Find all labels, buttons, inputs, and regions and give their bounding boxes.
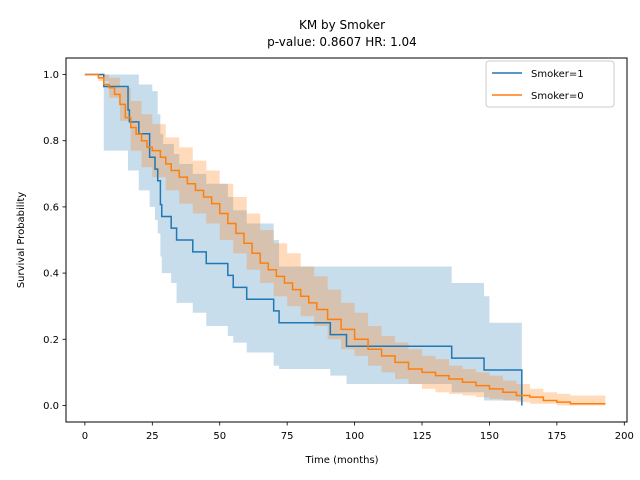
- x-tick-label: 25: [146, 431, 159, 442]
- x-tick-label: 125: [412, 431, 431, 442]
- confidence-bands: [84, 74, 606, 406]
- y-axis-label: Survival Probability: [16, 192, 27, 288]
- y-axis-ticks: 0.0 0.2 0.4 0.6 0.8 1.0: [43, 70, 66, 412]
- survival-line-smoker-0: [84, 73, 606, 405]
- survival-curves: [84, 73, 606, 406]
- legend-label-smoker-1: Smoker=1: [531, 69, 584, 80]
- y-tick-label: 0.0: [43, 401, 59, 412]
- x-tick-label: 150: [480, 431, 499, 442]
- ci-band-smoker-0: [84, 74, 606, 406]
- x-axis-ticks: 0 25 50 75 100 125 150 175 200: [82, 422, 634, 442]
- axes-frame: [65, 57, 628, 423]
- x-tick-label: 175: [547, 431, 566, 442]
- ci-band-smoker-1: [84, 74, 522, 403]
- plot-area: [84, 73, 606, 406]
- y-tick-label: 0.6: [43, 202, 59, 213]
- chart-title: KM by Smoker: [299, 18, 385, 32]
- x-axis-label: Time (months): [304, 455, 378, 466]
- x-tick-label: 75: [281, 431, 294, 442]
- y-tick-label: 0.2: [43, 335, 59, 346]
- y-tick-label: 0.4: [43, 269, 59, 280]
- x-tick-label: 200: [615, 431, 634, 442]
- x-tick-label: 0: [82, 431, 88, 442]
- legend-label-smoker-0: Smoker=0: [531, 91, 584, 102]
- x-tick-label: 50: [213, 431, 226, 442]
- y-tick-label: 1.0: [43, 70, 59, 81]
- y-tick-label: 0.8: [43, 136, 59, 147]
- legend: Smoker=1 Smoker=0: [485, 60, 615, 108]
- chart-subtitle: p-value: 0.8607 HR: 1.04: [267, 35, 417, 49]
- x-tick-label: 100: [345, 431, 364, 442]
